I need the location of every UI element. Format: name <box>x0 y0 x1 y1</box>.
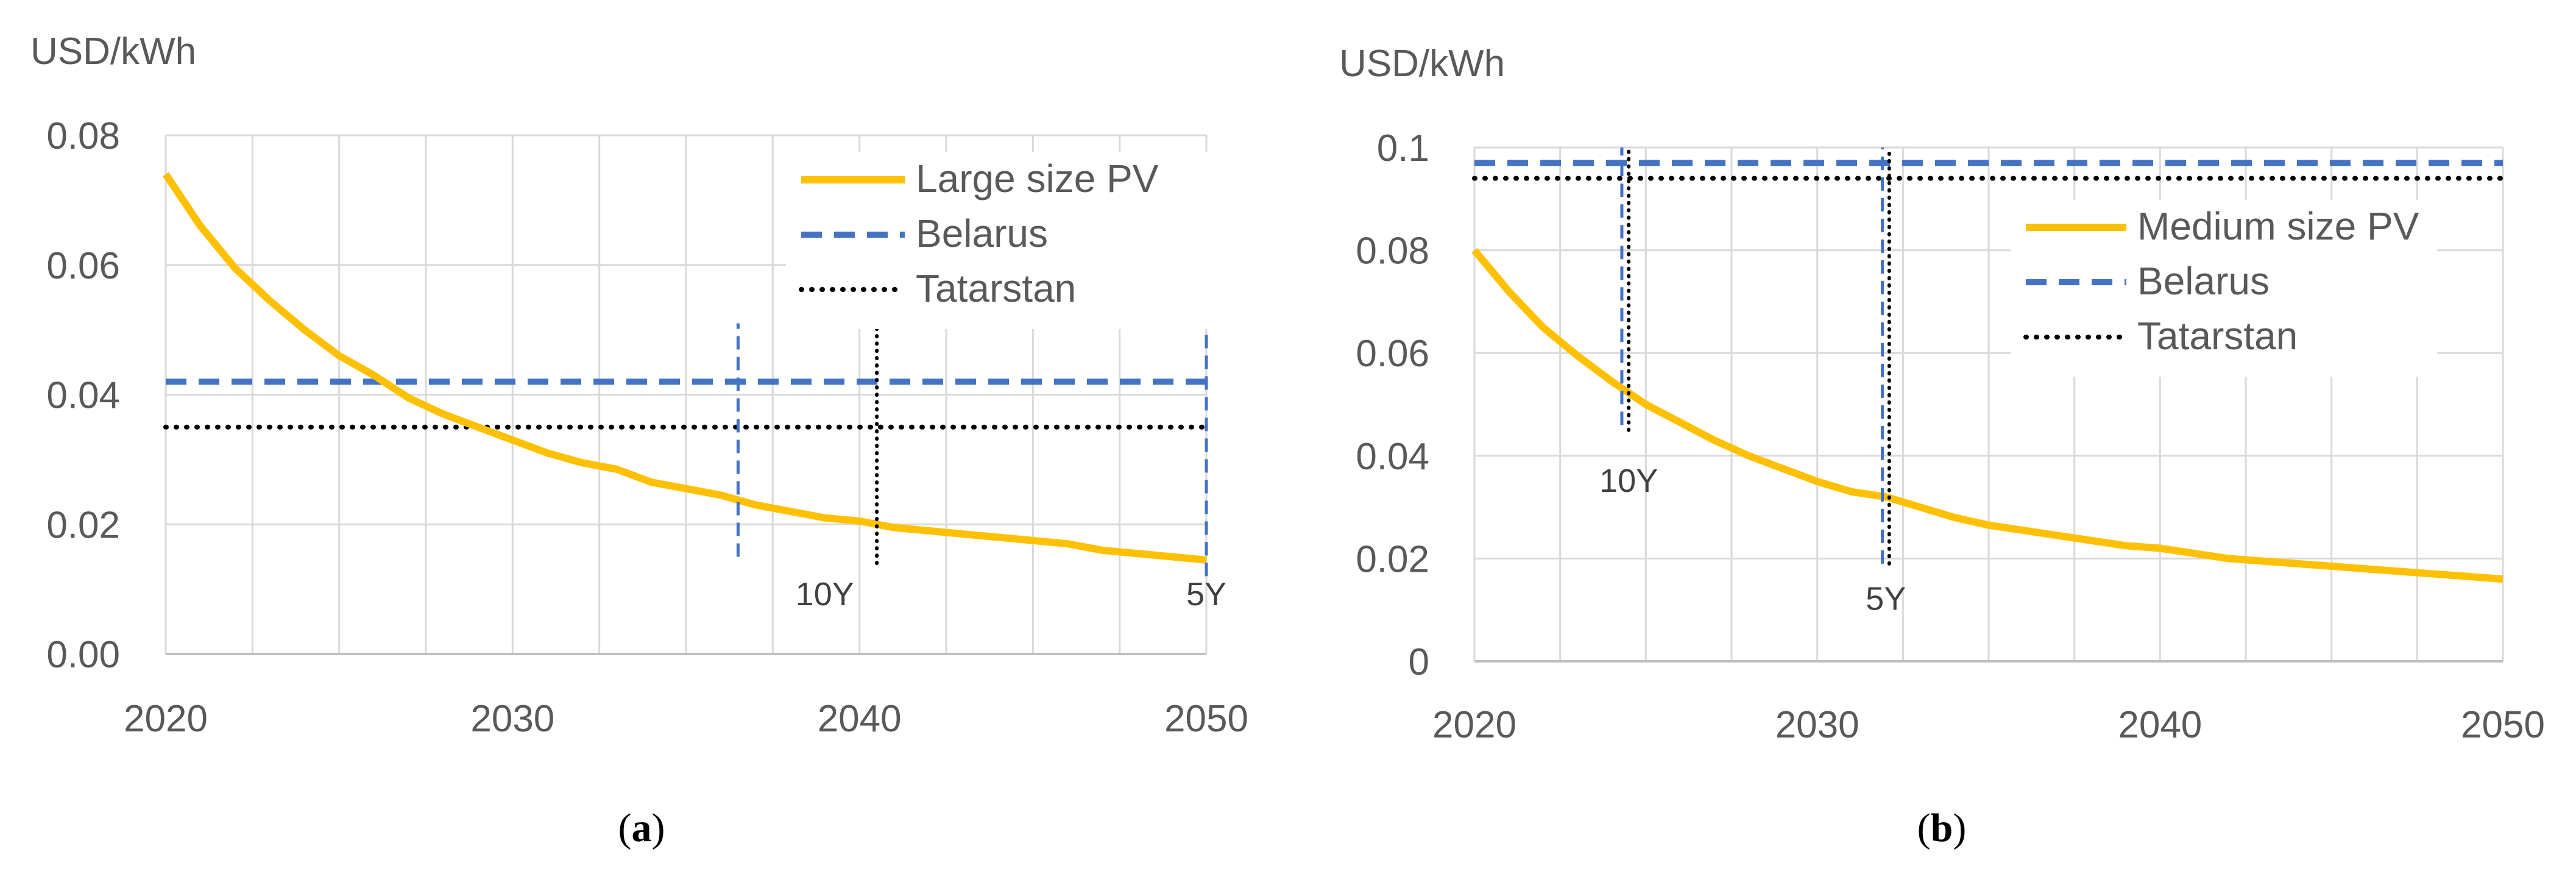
y-tick-label-a: 0.08 <box>46 115 120 157</box>
grid-b <box>1473 146 2504 663</box>
x-tick-label-b: 2050 <box>2461 704 2545 746</box>
x-tick-label-b: 2040 <box>2118 704 2202 746</box>
legend-label-large-size-pv-a: Large size PV <box>916 157 1159 201</box>
x-tick-label-b: 2030 <box>1775 704 1859 746</box>
y-ticks-a: 0.00 0.02 0.04 0.06 0.08 <box>46 115 120 676</box>
y-tick-label-b: 0.06 <box>1356 333 1429 375</box>
y-tick-label-a: 0.06 <box>46 245 120 287</box>
x-ticks-b: 2020 2030 2040 2050 <box>1432 704 2545 746</box>
series-line-medium-size-pv-b <box>1471 247 2503 583</box>
chart-panel-b: USD/kWh 0 0.02 0.04 0.06 0.08 0.1 2020 2030 204… <box>1339 43 2545 850</box>
y-tick-label-b: 0.04 <box>1356 436 1429 478</box>
x-tick-label-a: 2040 <box>818 698 902 740</box>
marker-lines-b <box>1620 146 1891 566</box>
legend-label-tatarstan-b: Tatarstan <box>2137 314 2298 358</box>
annotation-10y-a: 10Y <box>796 576 854 613</box>
y-unit-label-a: USD/kWh <box>30 30 196 73</box>
x-tick-label-a: 2020 <box>124 698 208 740</box>
y-unit-label-b: USD/kWh <box>1339 43 1505 85</box>
y-tick-label-b: 0.1 <box>1377 127 1429 169</box>
series-lines-a <box>163 172 1209 564</box>
legend-label-tatarstan-a: Tatarstan <box>916 266 1076 310</box>
y-ticks-b: 0 0.02 0.04 0.06 0.08 0.1 <box>1356 127 1429 683</box>
marker-lines-a <box>736 321 1208 577</box>
caption-b: (b) <box>1917 806 1967 850</box>
annotations-a: 10Y 5Y <box>796 576 1226 613</box>
legend-label-belarus-b: Belarus <box>2137 259 2270 303</box>
legend-a: Large size PV Belarus Tatarstan <box>786 152 1212 329</box>
series-line-large-size-pv-a <box>163 172 1207 564</box>
legend-label-medium-size-pv-b: Medium size PV <box>2137 204 2419 248</box>
x-tick-label-b: 2020 <box>1432 704 1516 746</box>
chart-panel-a: USD/kWh 0.00 0.02 0.04 0.06 0.08 2020 2030 204… <box>30 30 1248 850</box>
y-tick-label-a: 0.04 <box>46 375 120 417</box>
annotations-b: 10Y 5Y <box>1599 463 1906 617</box>
annotation-10y-b: 10Y <box>1599 463 1658 499</box>
y-tick-label-a: 0.00 <box>46 634 120 676</box>
annotation-5y-b: 5Y <box>1866 581 1906 617</box>
y-tick-label-b: 0 <box>1409 641 1429 683</box>
y-tick-label-a: 0.02 <box>46 504 120 546</box>
y-tick-label-b: 0.02 <box>1356 538 1429 580</box>
y-tick-label-b: 0.08 <box>1356 230 1429 272</box>
series-lines-b <box>1471 160 2505 583</box>
x-tick-label-a: 2050 <box>1164 698 1248 740</box>
legend-b: Medium size PV Belarus Tatarstan <box>2011 200 2437 377</box>
x-tick-label-a: 2030 <box>470 698 554 740</box>
annotation-5y-a: 5Y <box>1186 576 1226 613</box>
legend-label-belarus-a: Belarus <box>916 211 1048 255</box>
caption-a: (a) <box>618 806 665 850</box>
x-ticks-a: 2020 2030 2040 2050 <box>124 698 1248 740</box>
